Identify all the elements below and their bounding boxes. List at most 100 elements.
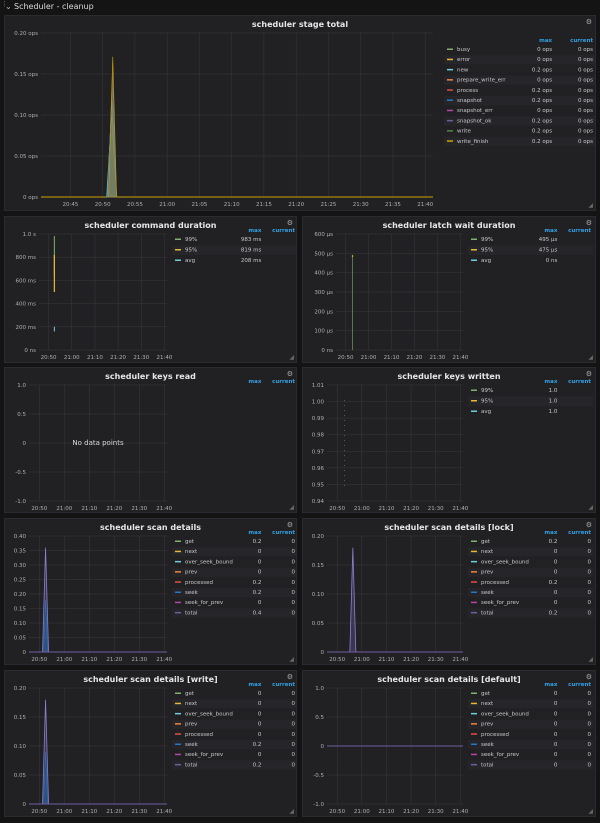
legend-color-swatch[interactable] [175, 611, 181, 614]
panel-menu-icon[interactable]: ⚙ [585, 673, 592, 681]
legend-color-swatch[interactable] [471, 400, 477, 402]
legend-item-name[interactable]: avg [185, 258, 195, 264]
panel-p5[interactable]: scheduler keys written ⚙ ◢ 1.01 1.00 0.99 0.98… [302, 367, 596, 513]
legend-color-swatch[interactable] [447, 119, 453, 122]
legend-item-name[interactable]: error [457, 57, 471, 63]
legend-color-swatch[interactable] [471, 763, 477, 766]
legend-item-name[interactable]: next [185, 701, 198, 707]
legend-color-swatch[interactable] [175, 763, 181, 766]
legend-item-name[interactable]: prev [185, 722, 198, 728]
legend-item-name[interactable]: avg [481, 409, 491, 415]
legend-color-swatch[interactable] [175, 540, 181, 543]
legend-header-max[interactable]: max [544, 530, 557, 536]
legend-header-current[interactable]: current [568, 682, 591, 688]
panel-menu-icon[interactable]: ⚙ [286, 673, 293, 681]
legend-item-name[interactable]: total [481, 762, 494, 768]
legend-color-swatch[interactable] [175, 702, 181, 705]
legend-color-swatch[interactable] [471, 581, 477, 583]
legend-item-name[interactable]: processed [481, 732, 509, 738]
panel-menu-icon[interactable]: ⚙ [585, 370, 592, 378]
legend-item-name[interactable]: get [481, 539, 491, 545]
legend-item-name[interactable]: 99% [481, 237, 493, 243]
legend-header-current[interactable]: current [272, 379, 295, 385]
resize-handle-icon[interactable]: ◢ [588, 808, 593, 815]
legend-item-name[interactable]: seek [481, 742, 495, 748]
legend-item-name[interactable]: total [185, 762, 198, 768]
legend-color-swatch[interactable] [175, 712, 181, 715]
legend-item-name[interactable]: over_seek_bound [481, 711, 529, 717]
row-header[interactable]: ⋮ ⌄ Scheduler - cleanup [0, 0, 600, 16]
resize-handle-icon[interactable]: ◢ [289, 808, 294, 815]
legend-item-name[interactable]: new [457, 67, 469, 73]
legend-header-current[interactable]: current [272, 682, 295, 688]
legend-item-name[interactable]: seek_for_prev [481, 752, 520, 758]
legend-item-name[interactable]: over_seek_bound [185, 711, 233, 717]
legend-header-max[interactable]: max [248, 228, 261, 234]
panel-p9[interactable]: scheduler scan details [default] ⚙ ◢ 1.0 0.5… [302, 670, 596, 817]
legend-item-name[interactable]: seek [185, 590, 199, 596]
legend-item-name[interactable]: next [185, 549, 198, 555]
legend-header-current[interactable]: current [272, 530, 295, 536]
legend-item-name[interactable]: get [185, 691, 195, 697]
legend-item-name[interactable]: prev [481, 570, 494, 576]
legend-header-max[interactable]: max [539, 38, 552, 44]
legend-item-name[interactable]: 99% [185, 237, 197, 243]
legend-item-name[interactable]: busy [457, 47, 471, 53]
legend-color-swatch[interactable] [447, 140, 453, 142]
legend-item-name[interactable]: seek_for_prev [481, 600, 520, 606]
legend-color-swatch[interactable] [471, 550, 477, 553]
panel-p6[interactable]: scheduler scan details ⚙ ◢ 0.40 0.35 0.30 0.25… [4, 518, 297, 665]
panel-title[interactable]: scheduler command duration [84, 221, 217, 230]
legend-color-swatch[interactable] [175, 743, 181, 746]
legend-item-name[interactable]: next [481, 549, 494, 555]
panel-menu-icon[interactable]: ⚙ [286, 521, 293, 529]
legend-color-swatch[interactable] [175, 571, 181, 573]
legend-item-name[interactable]: prev [481, 722, 494, 728]
panel-p2[interactable]: scheduler command duration ⚙ ◢ 1.0 s 800 ms 6… [4, 216, 297, 363]
legend-color-swatch[interactable] [175, 723, 181, 725]
resize-handle-icon[interactable]: ◢ [289, 656, 294, 663]
legend-color-swatch[interactable] [175, 601, 181, 604]
legend-item-name[interactable]: snapshot_err [457, 108, 493, 114]
legend-color-swatch[interactable] [175, 581, 181, 583]
legend-color-swatch[interactable] [447, 130, 453, 132]
legend-header-max[interactable]: max [248, 530, 261, 536]
resize-handle-icon[interactable]: ◢ [289, 354, 294, 361]
legend-item-name[interactable]: process [457, 88, 478, 94]
legend-color-swatch[interactable] [471, 410, 477, 413]
legend-color-swatch[interactable] [471, 702, 477, 705]
legend-item-name[interactable]: processed [185, 732, 213, 738]
legend-item-name[interactable]: write_finish [457, 139, 489, 145]
legend-color-swatch[interactable] [471, 611, 477, 614]
legend-color-swatch[interactable] [471, 733, 477, 735]
legend-item-name[interactable]: processed [481, 580, 509, 586]
legend-color-swatch[interactable] [447, 58, 453, 61]
legend-item-name[interactable]: snapshot_ok [457, 118, 492, 124]
legend-item-name[interactable]: over_seek_bound [481, 559, 529, 565]
panel-title[interactable]: scheduler scan details [default] [377, 675, 521, 684]
legend-item-name[interactable]: get [481, 691, 491, 697]
legend-color-swatch[interactable] [471, 249, 477, 251]
resize-handle-icon[interactable]: ◢ [289, 504, 294, 511]
legend-color-swatch[interactable] [175, 550, 181, 553]
panel-title[interactable]: scheduler keys written [397, 372, 501, 381]
legend-color-swatch[interactable] [471, 743, 477, 746]
legend-header-max[interactable]: max [248, 682, 261, 688]
legend-header-current[interactable]: current [570, 38, 593, 44]
legend-color-swatch[interactable] [175, 753, 181, 756]
legend-item-name[interactable]: 95% [481, 248, 493, 254]
resize-handle-icon[interactable]: ◢ [588, 202, 593, 209]
legend-color-swatch[interactable] [471, 571, 477, 573]
legend-item-name[interactable]: total [185, 610, 198, 616]
legend-color-swatch[interactable] [175, 259, 181, 262]
legend-item-name[interactable]: 95% [481, 399, 493, 405]
legend-item-name[interactable]: over_seek_bound [185, 559, 233, 565]
legend-header-max[interactable]: max [248, 379, 261, 385]
legend-item-name[interactable]: next [481, 701, 494, 707]
panel-menu-icon[interactable]: ⚙ [286, 370, 293, 378]
legend-item-name[interactable]: 99% [481, 388, 493, 394]
legend-header-current[interactable]: current [568, 530, 591, 536]
legend-color-swatch[interactable] [471, 389, 477, 392]
panel-menu-icon[interactable]: ⚙ [286, 219, 293, 227]
panel-p7[interactable]: scheduler scan details [lock] ⚙ ◢ 0.20 0.15 0… [302, 518, 596, 665]
